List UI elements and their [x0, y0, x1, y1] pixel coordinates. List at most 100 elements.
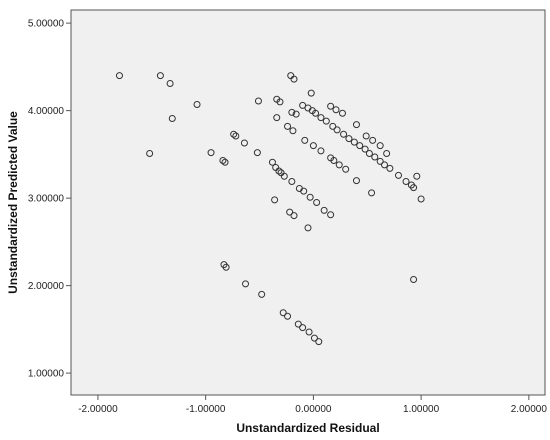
- data-point: [222, 263, 230, 271]
- data-point: [307, 89, 315, 97]
- data-point: [288, 178, 296, 185]
- data-point: [306, 193, 314, 201]
- data-point: [315, 338, 323, 346]
- data-point: [284, 312, 292, 320]
- data-point: [352, 121, 360, 129]
- data-point: [380, 161, 388, 169]
- data-point: [288, 108, 296, 116]
- data-point: [292, 110, 300, 118]
- data-point: [146, 150, 154, 157]
- data-point: [345, 135, 353, 143]
- data-point: [240, 139, 248, 147]
- data-point: [309, 142, 317, 150]
- data-point: [299, 324, 307, 332]
- data-point: [365, 150, 373, 157]
- data-point: [368, 189, 376, 197]
- data-point: [275, 167, 283, 175]
- data-point: [322, 117, 330, 125]
- data-point: [329, 122, 337, 130]
- data-point: [327, 102, 335, 110]
- data-point: [410, 184, 418, 192]
- data-point: [338, 109, 346, 117]
- data-point: [383, 150, 391, 157]
- data-point: [402, 178, 410, 185]
- data-point: [253, 149, 261, 157]
- data-point: [394, 171, 402, 179]
- data-point: [371, 153, 379, 161]
- data-point: [369, 136, 377, 144]
- data-point: [333, 126, 341, 134]
- data-point: [219, 157, 227, 164]
- data-point: [115, 72, 123, 80]
- y-axis-title: Unstandardized Predicted Value: [6, 111, 20, 294]
- data-point: [305, 328, 313, 336]
- data-point: [342, 165, 350, 173]
- data-point: [410, 276, 418, 283]
- data-point: [286, 208, 294, 216]
- data-point: [221, 158, 229, 166]
- data-point: [273, 114, 281, 122]
- data-point: [290, 212, 298, 220]
- data-point: [290, 75, 298, 83]
- x-tick-label: 2.00000: [511, 404, 548, 415]
- data-point: [300, 187, 308, 195]
- x-axis: -2.00000 -1.00000 0.00000 1.00000 2.00000: [78, 395, 547, 415]
- data-point: [356, 142, 364, 150]
- x-tick-label: 0.00000: [295, 404, 332, 415]
- data-point: [312, 109, 320, 117]
- data-point: [386, 164, 394, 172]
- data-point: [242, 280, 250, 288]
- data-point: [301, 136, 309, 144]
- y-tick-label: 4.00000: [28, 106, 65, 117]
- data-point: [350, 138, 358, 146]
- data-point: [284, 122, 292, 130]
- data-point: [317, 114, 325, 122]
- data-point: [254, 97, 262, 105]
- y-tick-label: 3.00000: [28, 194, 65, 205]
- data-point: [413, 172, 421, 180]
- data-point: [271, 196, 279, 204]
- data-point: [376, 157, 384, 165]
- data-point: [280, 172, 288, 180]
- data-point: [276, 98, 284, 106]
- data-point: [207, 149, 215, 157]
- data-point: [340, 130, 348, 138]
- data-point: [335, 161, 343, 169]
- data-point: [317, 147, 325, 155]
- x-tick-label: -2.00000: [78, 404, 118, 415]
- data-point: [232, 132, 240, 140]
- y-tick-label: 2.00000: [28, 281, 65, 292]
- data-point: [294, 320, 302, 328]
- data-point: [289, 127, 297, 135]
- y-axis: 1.00000 2.00000 3.00000 4.00000 5.00000: [28, 19, 71, 380]
- data-point: [361, 145, 369, 153]
- data-point: [156, 72, 164, 80]
- y-tick-label: 1.00000: [28, 369, 65, 380]
- data-point: [230, 130, 238, 138]
- data-point: [332, 106, 340, 114]
- x-tick-label: 1.00000: [403, 404, 440, 415]
- data-point: [376, 142, 384, 150]
- data-point: [417, 195, 425, 203]
- data-point: [320, 206, 328, 214]
- data-point: [193, 101, 201, 108]
- x-tick-label: -1.00000: [186, 404, 226, 415]
- data-point: [310, 334, 318, 342]
- plot-area: [70, 9, 546, 396]
- data-point: [327, 211, 335, 219]
- data-points: [115, 72, 425, 346]
- data-point: [258, 290, 266, 298]
- data-point: [362, 132, 370, 140]
- y-tick-label: 5.00000: [28, 19, 65, 30]
- data-point: [268, 158, 276, 166]
- data-point: [352, 177, 360, 185]
- data-point: [304, 224, 312, 232]
- x-axis-title: Unstandardized Residual: [236, 421, 379, 435]
- data-point: [330, 157, 338, 164]
- data-point: [168, 115, 176, 122]
- data-point: [166, 80, 174, 87]
- data-point: [279, 309, 287, 317]
- data-point: [313, 199, 321, 206]
